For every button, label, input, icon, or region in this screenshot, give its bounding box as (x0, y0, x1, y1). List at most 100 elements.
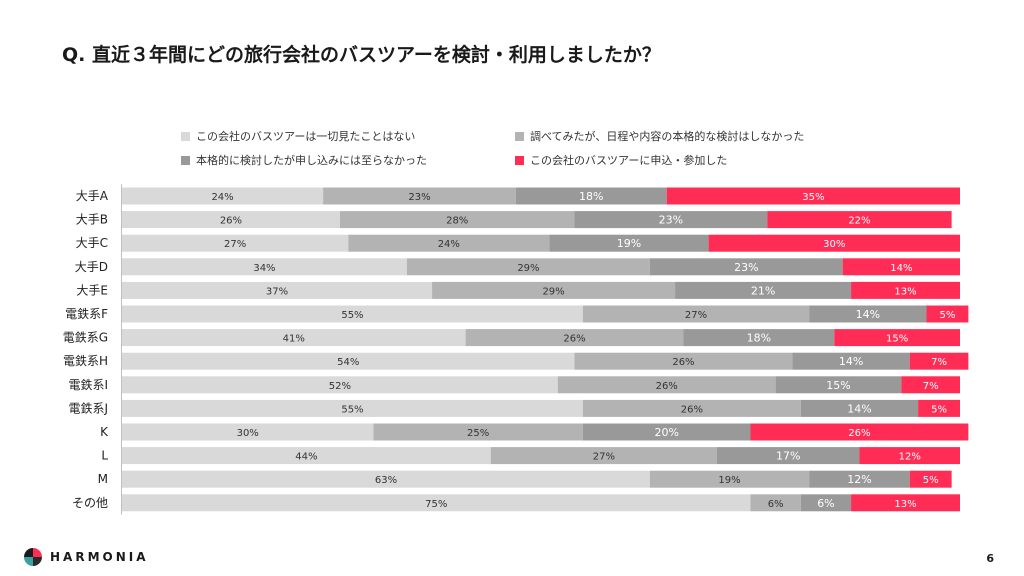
data-label: 23% (659, 214, 683, 227)
page-number: 6 (986, 552, 994, 565)
data-label: 14% (847, 402, 871, 415)
data-label: 63% (375, 475, 397, 486)
data-label: 6% (768, 499, 784, 510)
data-label: 15% (826, 379, 850, 392)
category-label: その他 (72, 496, 108, 510)
category-label: 大手C (76, 236, 108, 250)
data-label: 27% (224, 239, 246, 250)
bar-segment (716, 447, 860, 465)
bar-segment (909, 470, 952, 488)
data-label: 6% (817, 497, 834, 510)
legend-swatch (181, 131, 190, 141)
legend-label: 調べてみたが、日程や内容の本格的な検討はしなかった (530, 130, 805, 143)
bar-segment (809, 470, 910, 488)
legend-label: 本格的に検討したが申し込みには至らなかった (196, 154, 427, 167)
bar-segment (348, 234, 550, 252)
category-label: 電鉄系H (63, 353, 108, 368)
bar-segment (649, 470, 810, 488)
legend-swatch (515, 155, 524, 165)
data-label: 12% (899, 452, 921, 463)
data-label: 13% (894, 286, 916, 297)
data-label: 13% (894, 499, 916, 510)
bar-segment (851, 494, 960, 512)
bar-segment (750, 423, 969, 441)
bar-segment (122, 211, 340, 229)
data-label: 29% (517, 263, 539, 274)
bar-segment (406, 258, 650, 276)
category-label: 大手A (76, 189, 109, 203)
data-label: 26% (656, 381, 678, 392)
data-label: 23% (734, 261, 758, 274)
bar-segment (339, 211, 575, 229)
data-label: 14% (856, 308, 880, 321)
bar-segment (323, 187, 516, 205)
bar-segment (122, 187, 324, 205)
data-label: 54% (337, 357, 359, 368)
data-label: 21% (751, 284, 775, 297)
bar-segment (373, 423, 583, 441)
category-label: M (98, 472, 108, 486)
data-label: 17% (776, 450, 800, 463)
bar-segment (122, 376, 558, 394)
bar-segment (549, 234, 709, 252)
legend-swatch (181, 155, 190, 165)
data-label: 18% (579, 190, 603, 203)
category-label: 電鉄系I (68, 377, 108, 392)
bar-segment (515, 187, 667, 205)
bar-segment (432, 281, 676, 299)
data-label: 5% (923, 475, 939, 486)
data-label: 52% (329, 381, 351, 392)
bar-segment (490, 447, 717, 465)
bar-segment (800, 399, 919, 417)
bar-segment (122, 305, 583, 323)
data-label: 7% (931, 357, 947, 368)
data-label: 14% (839, 355, 863, 368)
data-label: 29% (542, 286, 564, 297)
bar-segment (122, 494, 751, 512)
legend-item-never-seen: この会社のバスツアーは一切見たことはない (181, 128, 415, 144)
bar-segment (767, 211, 952, 229)
category-label: 電鉄系F (65, 306, 108, 321)
bar-segment (675, 281, 852, 299)
bar-segment (122, 281, 433, 299)
data-label: 19% (718, 475, 740, 486)
legend-swatch (515, 131, 524, 141)
bar-segment (122, 234, 349, 252)
bar-segment (800, 494, 852, 512)
data-label: 12% (847, 473, 871, 486)
chart-legend: この会社のバスツアーは一切見たことはない 調べてみたが、日程や内容の本格的な検討… (0, 0, 1024, 180)
bar-segment (574, 211, 768, 229)
bar-segment (122, 447, 491, 465)
bar-segment (582, 305, 810, 323)
bar-segment (708, 234, 960, 252)
bar-segment (666, 187, 960, 205)
data-label: 35% (802, 192, 824, 203)
data-label: 44% (295, 452, 317, 463)
data-label: 22% (848, 216, 870, 227)
data-label: 5% (939, 310, 955, 321)
data-label: 27% (593, 452, 615, 463)
category-label: L (101, 449, 108, 463)
data-label: 20% (654, 426, 678, 439)
data-label: 15% (886, 334, 908, 345)
data-label: 75% (425, 499, 447, 510)
data-label: 18% (747, 332, 771, 345)
data-label: 24% (211, 192, 233, 203)
category-label: K (100, 425, 109, 439)
data-label: 5% (931, 404, 947, 415)
legend-label: この会社のバスツアーは一切見たことはない (196, 130, 416, 143)
data-label: 26% (563, 334, 585, 345)
data-label: 14% (890, 263, 912, 274)
bar-segment (574, 352, 793, 370)
bar-segment (851, 281, 960, 299)
bar-segment (792, 352, 910, 370)
bar-segment (683, 329, 835, 347)
bar-segment (465, 329, 684, 347)
category-label: 大手E (76, 283, 108, 297)
bar-segment (582, 423, 751, 441)
page-title: Q. 直近３年間にどの旅行会社のバスツアーを検討・利用しましたか？ (62, 44, 661, 66)
data-label: 55% (341, 310, 363, 321)
data-label: 55% (341, 404, 363, 415)
bar-segment (901, 376, 960, 394)
